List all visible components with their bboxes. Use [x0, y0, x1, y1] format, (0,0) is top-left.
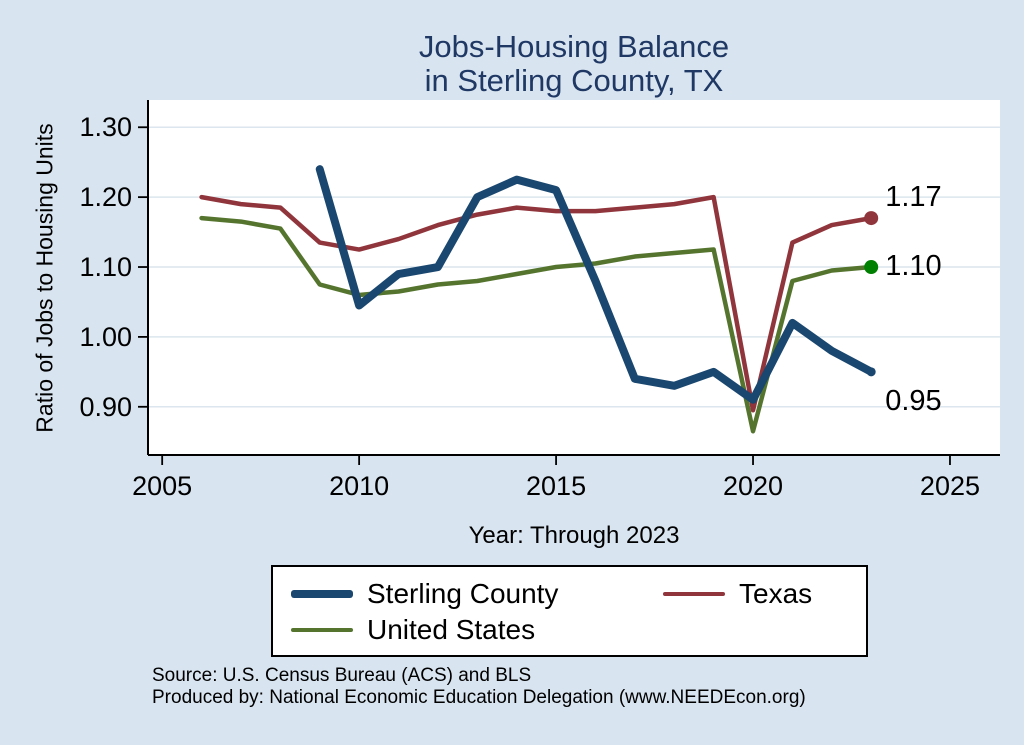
axes-layer	[138, 100, 1000, 465]
legend-item-united-states: United States	[291, 614, 663, 646]
y-tick-label: 0.90	[79, 391, 132, 422]
x-tick-label: 2005	[132, 471, 193, 501]
legend-swatch-united-states	[291, 627, 353, 633]
y-tick-label: 1.20	[79, 182, 132, 213]
chart-title-line-1: Jobs-Housing Balance	[418, 29, 730, 64]
y-tick-label: 1.30	[79, 112, 132, 143]
series-line-united-states	[199, 215, 874, 434]
end-value-label-united-states: 1.10	[885, 250, 942, 283]
end-marker-texas	[864, 211, 879, 226]
x-tick-label: 2025	[919, 471, 980, 501]
chart-title-line-2: in Sterling County, TX	[424, 63, 724, 98]
x-tick-label: 2015	[526, 471, 587, 501]
legend-grid: Sterling County Texas United States	[273, 567, 866, 655]
legend-item-texas: Texas	[663, 578, 858, 610]
legend-item-sterling-county: Sterling County	[291, 578, 663, 610]
source-attribution: Source: U.S. Census Bureau (ACS) and BLS	[152, 665, 532, 686]
legend: Sterling County Texas United States	[271, 565, 868, 657]
legend-swatch-sterling-county	[291, 590, 353, 598]
series-lines-layer	[199, 165, 876, 434]
end-value-label-sterling-county: 0.95	[885, 384, 942, 417]
legend-label-texas: Texas	[739, 578, 813, 609]
x-axis-label: Year: Through 2023	[468, 522, 680, 549]
series-line-sterling-county	[315, 165, 876, 404]
x-tick-label: 2010	[329, 471, 390, 501]
producer-attribution: Produced by: National Economic Education…	[152, 687, 806, 708]
legend-swatch-texas	[663, 591, 725, 597]
plot-area	[148, 100, 1000, 455]
legend-label-united-states: United States	[367, 614, 536, 645]
end-markers-layer	[864, 211, 879, 377]
plot-background-layer	[148, 100, 1000, 455]
x-tick-label: 2020	[722, 471, 784, 501]
end-marker-united-states	[864, 260, 879, 275]
y-tick-label: 1.10	[79, 252, 132, 283]
end-value-label-texas: 1.17	[885, 181, 942, 214]
legend-label-sterling-county: Sterling County	[367, 578, 559, 609]
end-marker-sterling-county	[866, 367, 876, 377]
y-tick-label: 1.00	[79, 321, 132, 352]
